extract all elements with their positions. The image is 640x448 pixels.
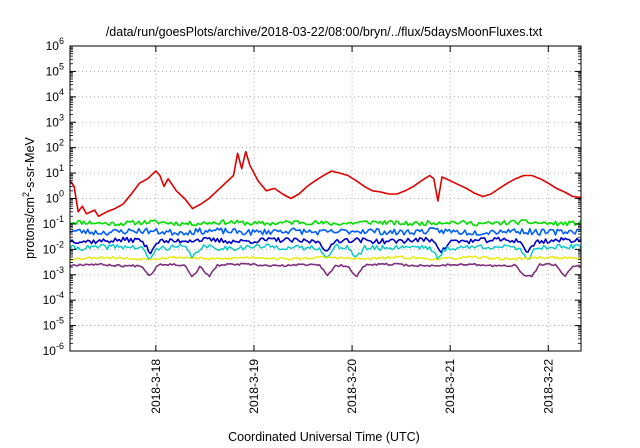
y-tick-label: 10-3 [43,265,64,282]
y-tick-label-exp: -6 [56,341,64,351]
series-line [69,219,582,227]
y-tick-label-base: 10 [43,293,57,307]
series-layer [69,150,582,278]
y-tick-label: 106 [46,36,64,53]
y-tick-label-exp: 5 [59,61,64,71]
x-tick-label: 2018-3-22 [541,359,555,414]
x-tick-label: 2018-3-18 [149,359,163,414]
y-tick-label-base: 10 [43,319,57,333]
series-line [69,236,582,255]
y-tick-label-exp: -5 [56,316,64,326]
y-tick-label-exp: 2 [59,138,64,148]
y-axis-label: protons/cm2-s-sr-MeV [21,136,37,258]
y-tick-label: 10-6 [43,341,64,358]
y-tick-label-base: 10 [46,39,60,53]
y-tick-label-exp: 4 [59,87,64,97]
grid [70,46,581,351]
series-line [69,227,582,236]
y-tick-label: 10-2 [43,239,64,256]
y-tick-label-base: 10 [46,90,60,104]
y-tick-label: 10-5 [43,316,64,333]
y-tick-label-exp: -1 [56,214,64,224]
y-tick-label: 105 [46,61,64,78]
y-tick-label-exp: 6 [59,36,64,46]
y-tick-label-base: 10 [43,344,57,358]
y-tick-label-base: 10 [46,64,60,78]
y-tick-label-exp: 1 [59,163,64,173]
y-tick-label: 10-4 [43,290,64,307]
y-tick-label-exp: -3 [56,265,64,275]
y-tick-label-exp: -4 [56,290,64,300]
series-line [69,150,582,218]
y-tick-label-exp: 0 [59,189,64,199]
y-tick-label: 103 [46,112,64,129]
y-tick-label: 100 [46,189,64,206]
y-tick-label-exp: 3 [59,112,64,122]
y-tick-label-base: 10 [46,166,60,180]
series-line [69,262,582,278]
y-tick-label: 10-1 [43,214,64,231]
y-tick-label-base: 10 [46,115,60,129]
y-tick-label: 102 [46,138,64,155]
chart-title: /data/run/goesPlots/archive/2018-03-22/0… [106,25,543,39]
y-tick-label-exp: -2 [56,239,64,249]
x-tick-label: 2018-3-19 [247,359,261,414]
y-axis-label-post: -s-sr-MeV [23,136,37,192]
x-tick-label: 2018-3-21 [443,359,457,414]
y-tick-label-base: 10 [43,217,57,231]
y-tick-label: 104 [46,87,64,104]
y-tick-label: 101 [46,163,64,180]
x-tick-label: 2018-3-20 [345,359,359,414]
y-tick-label-base: 10 [46,141,60,155]
x-axis-label: Coordinated Universal Time (UTC) [228,430,420,444]
series-line [69,255,582,261]
series-line [69,243,582,261]
axes: 10-610-510-410-310-210-11001011021031041… [43,36,581,414]
y-axis-label-sup: 2 [21,192,31,197]
y-tick-label-base: 10 [46,192,60,206]
y-axis-label-pre: protons/cm [23,197,37,259]
y-tick-label-base: 10 [43,268,57,282]
y-tick-label-base: 10 [43,242,57,256]
